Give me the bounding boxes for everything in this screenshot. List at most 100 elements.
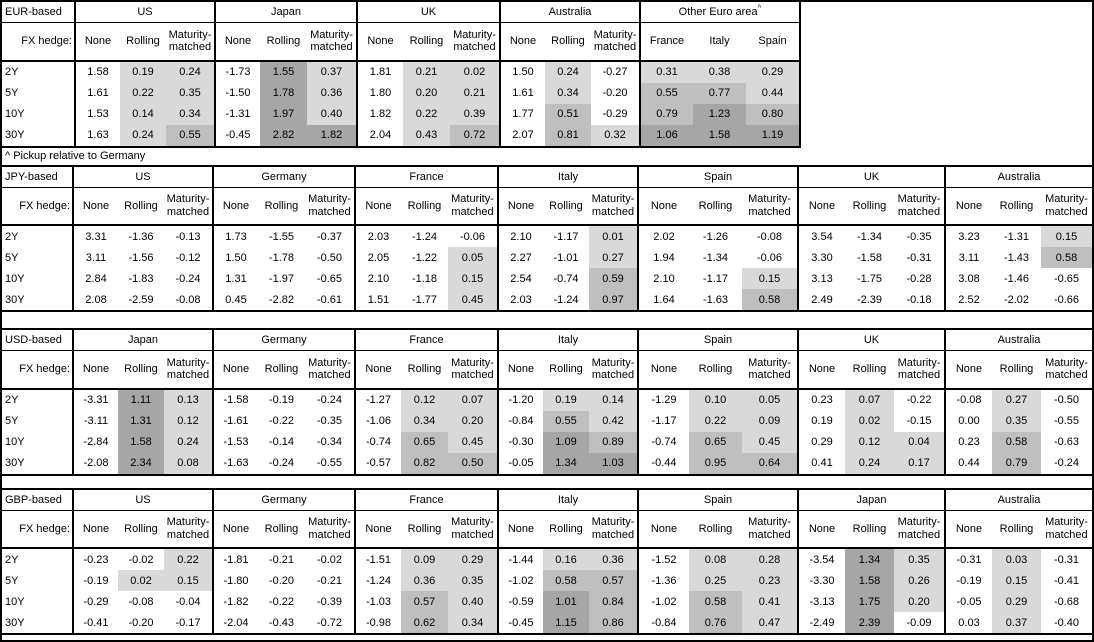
- value-cell: -0.20: [128, 616, 154, 629]
- value-cell: 0.50: [448, 452, 498, 475]
- value-cell: -1.34: [856, 230, 883, 243]
- hedge-col-header: Rolling: [845, 510, 894, 549]
- value-cell: -2.59: [128, 293, 154, 306]
- tenor-label: 5Y: [2, 410, 74, 432]
- value-cell: -0.61: [316, 293, 343, 306]
- value-cell: 0.27: [589, 247, 638, 268]
- value-cell: 0.58: [1041, 247, 1092, 268]
- value-cell: -0.35: [906, 230, 932, 243]
- value-cell: 0.24: [166, 60, 215, 83]
- value-cell: 0.15: [164, 570, 213, 591]
- value-cell: -0.35: [316, 415, 343, 427]
- value-cell: 1.58: [845, 570, 894, 591]
- value-cell: 0.08: [689, 548, 742, 570]
- value-cell: 1.50: [499, 60, 545, 83]
- value-cell: -0.21: [316, 574, 343, 587]
- hedge-col-header: Maturity-matched: [307, 22, 357, 62]
- value-cell: 0.21: [450, 82, 500, 104]
- hedge-col-header: Rolling: [845, 350, 894, 390]
- value-cell: -1.58: [856, 251, 883, 264]
- value-cell: -0.22: [268, 415, 295, 427]
- hedge-col-header: Italy: [693, 22, 746, 62]
- value-cell: 1.15: [543, 612, 589, 634]
- value-cell: -0.31: [1053, 553, 1080, 566]
- value-cell: -1.56: [128, 251, 154, 264]
- tenor-label: 2Y: [2, 225, 74, 247]
- value-cell: -1.17: [637, 410, 689, 432]
- value-cell: 0.24: [164, 431, 213, 453]
- tenor-label: 10Y: [2, 591, 74, 612]
- value-cell: 0.43: [403, 124, 450, 147]
- value-cell: 0.44: [944, 452, 992, 475]
- value-cell: -1.27: [354, 388, 401, 411]
- group-header: France: [354, 165, 498, 188]
- table-base-label: EUR-based: [2, 2, 76, 23]
- tenor-label: 10Y: [2, 103, 76, 125]
- hedge-col-header: Rolling: [689, 510, 742, 549]
- value-cell: 0.40: [307, 103, 357, 125]
- value-cell: -1.83: [128, 272, 154, 285]
- value-cell: -0.55: [316, 457, 343, 469]
- value-cell: 0.82: [401, 452, 448, 475]
- value-cell: 1.61: [499, 82, 545, 104]
- value-cell: -0.24: [316, 394, 343, 406]
- value-cell: 0.22: [403, 103, 450, 125]
- value-cell: 0.09: [742, 410, 798, 432]
- tenor-label: 5Y: [2, 570, 74, 591]
- value-cell: 1.77: [499, 103, 545, 125]
- value-cell: -0.41: [1053, 574, 1080, 587]
- value-cell: -1.63: [702, 293, 729, 306]
- hedge-col-header: None: [214, 22, 260, 62]
- group-header: Germany: [212, 488, 355, 511]
- value-cell: -0.12: [175, 251, 201, 264]
- hedge-col-header: Maturity-matched: [166, 22, 215, 62]
- hedge-col-header: None: [797, 510, 845, 549]
- value-cell: -2.08: [72, 452, 118, 475]
- value-cell: -1.78: [268, 251, 295, 264]
- value-cell: -1.20: [497, 388, 543, 411]
- value-cell: 0.39: [450, 103, 500, 125]
- hedge-col-header: None: [356, 22, 403, 62]
- value-cell: 0.35: [166, 82, 215, 104]
- hedge-col-header: Rolling: [258, 350, 305, 390]
- value-cell: -0.22: [268, 595, 295, 608]
- value-cell: 0.72: [450, 124, 500, 147]
- group-header: Australia: [944, 329, 1092, 351]
- value-cell: -2.49: [797, 612, 845, 634]
- hedge-col-header: None: [944, 187, 992, 226]
- tenor-label: 2Y: [2, 60, 76, 83]
- value-cell: 0.15: [448, 268, 498, 289]
- value-cell: 2.49: [797, 289, 845, 311]
- tenor-label: 10Y: [2, 431, 74, 453]
- value-cell: -0.30: [497, 431, 543, 453]
- value-cell: -0.57: [354, 452, 401, 475]
- value-cell: 0.64: [742, 452, 798, 475]
- hedge-col-header: Maturity-matched: [305, 510, 355, 549]
- value-cell: 0.79: [639, 103, 693, 125]
- value-cell: 1.82: [307, 124, 357, 147]
- value-cell: 0.12: [401, 388, 448, 411]
- value-cell: -0.63: [1053, 436, 1080, 448]
- value-cell: 2.04: [356, 124, 403, 147]
- value-cell: 0.07: [845, 388, 894, 411]
- value-cell: 0.41: [797, 452, 845, 475]
- value-cell: -3.31: [72, 388, 118, 411]
- table-base-label: USD-based: [2, 329, 74, 351]
- value-cell: -0.06: [459, 230, 486, 243]
- value-cell: -0.74: [637, 431, 689, 453]
- value-cell: 2.03: [354, 225, 401, 247]
- fx-hedge-label: FX hedge:: [2, 350, 74, 390]
- value-cell: 0.77: [693, 82, 746, 104]
- tenor-label: 10Y: [2, 268, 74, 289]
- value-cell: -0.17: [175, 616, 201, 629]
- value-cell: 2.54: [497, 268, 543, 289]
- value-cell: -0.08: [128, 595, 154, 608]
- hedge-col-header: Maturity-matched: [894, 350, 945, 390]
- value-cell: -0.50: [316, 251, 343, 264]
- hedge-col-header: None: [354, 510, 401, 549]
- value-cell: -1.81: [212, 548, 258, 570]
- value-cell: 0.34: [448, 612, 498, 634]
- hedge-col-header: France: [639, 22, 693, 62]
- value-cell: 0.27: [992, 388, 1041, 411]
- usd-based-table: USD-based Japan Germany France Italy Spain UK A…: [2, 328, 1092, 476]
